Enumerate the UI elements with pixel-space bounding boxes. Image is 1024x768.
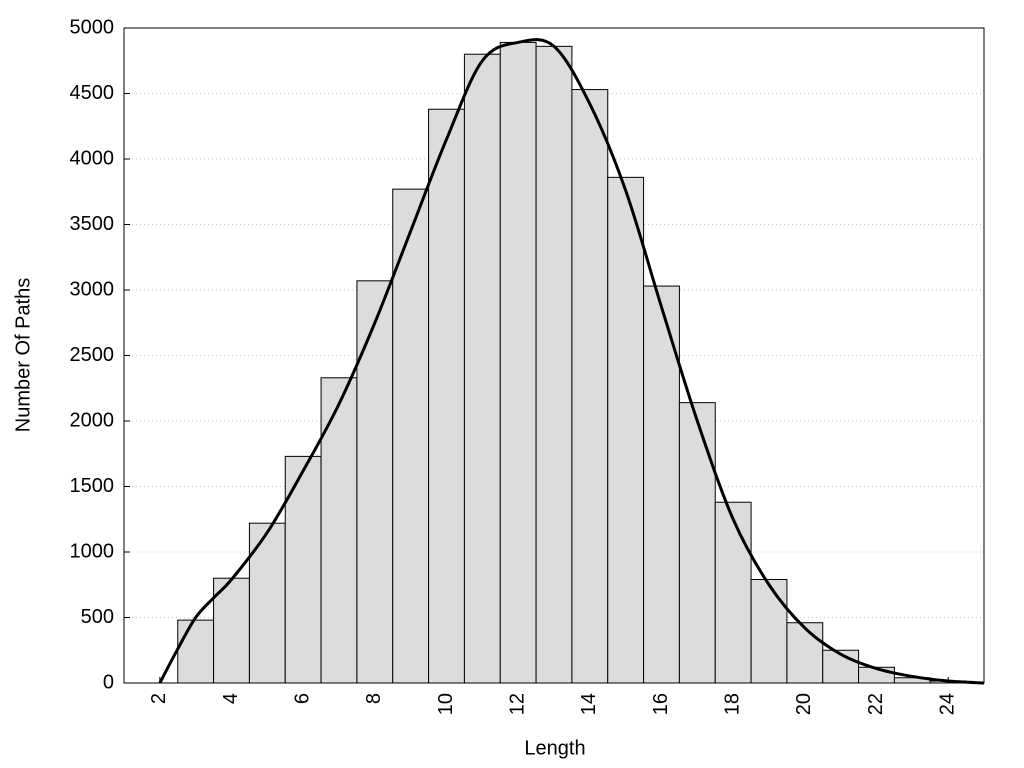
bar [786,622,824,684]
x-tick-label: 24 [936,693,958,715]
y-tick-label: 4000 [70,147,115,169]
y-tick-label: 3500 [70,213,115,235]
bar [678,402,716,684]
x-tick-label: 14 [578,693,600,715]
x-tick-label: 10 [435,693,457,715]
y-tick-label: 0 [103,671,114,693]
bar [463,53,501,684]
y-axis-label: Number Of Paths [12,278,34,433]
x-tick-label: 20 [793,693,815,715]
y-tick-label: 2500 [70,344,115,366]
x-tick-label: 18 [721,693,743,715]
bar [428,108,465,684]
bar [356,280,394,684]
bar [714,501,752,684]
x-tick-label: 2 [148,693,170,704]
bar [643,285,680,684]
x-tick-label: 4 [220,693,242,704]
bar [248,522,286,684]
density-curve [158,38,985,685]
bar [535,45,573,684]
y-tick-label: 4500 [70,82,115,104]
bar [499,41,537,684]
y-tick-label: 3000 [70,278,115,300]
y-tick-label: 1500 [70,475,115,497]
y-tick-label: 1000 [70,540,115,562]
plot-frame [123,27,985,684]
x-tick-label: 16 [650,693,672,715]
y-tick-label: 2000 [70,409,115,431]
y-tick-label: 5000 [70,16,115,38]
bar [607,176,645,684]
x-tick-label: 8 [363,693,385,704]
x-axis-label: Length [524,737,585,759]
bar [177,619,215,684]
x-tick-label: 22 [865,693,887,715]
y-tick-label: 500 [81,606,114,628]
x-tick-label: 12 [506,693,528,715]
x-tick-label: 6 [291,693,313,704]
bar [750,579,788,684]
bar [320,377,358,684]
bar [571,89,609,684]
